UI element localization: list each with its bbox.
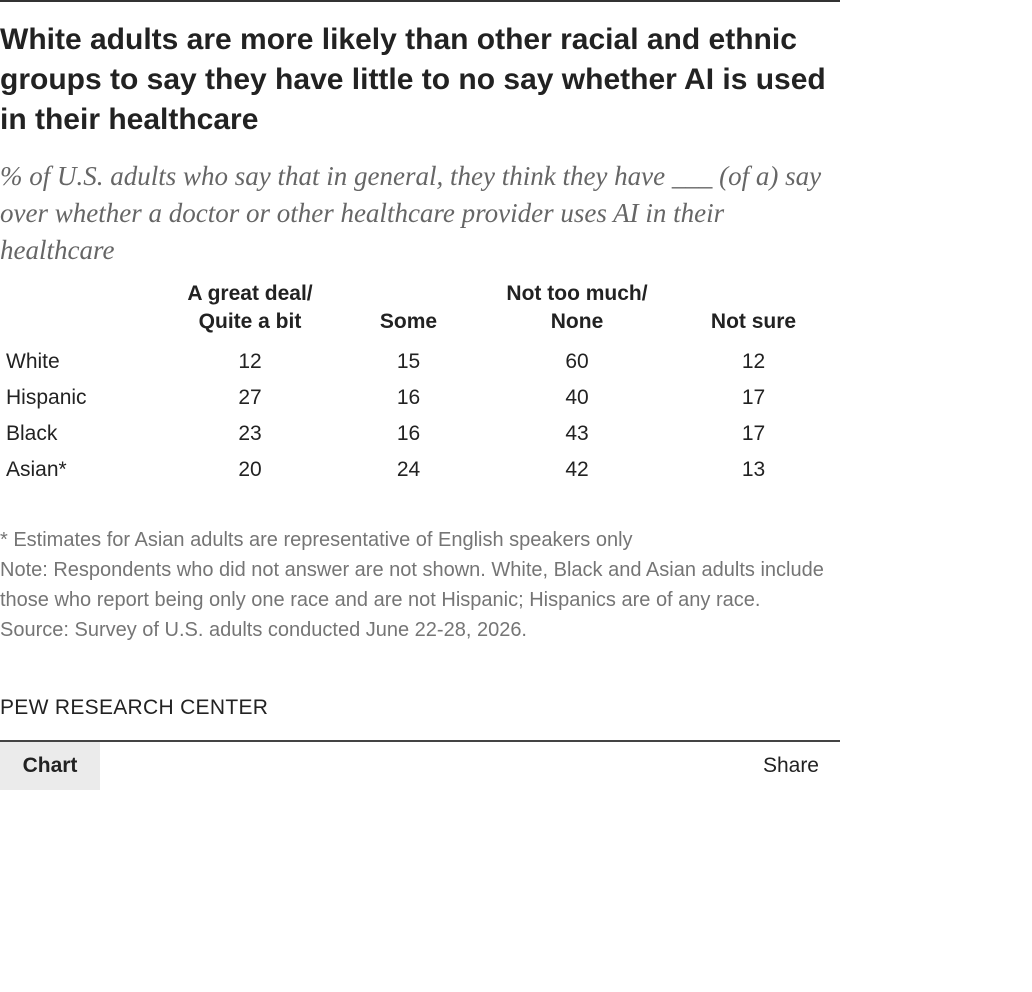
- column-header: Not sure: [667, 280, 840, 344]
- column-header-line: A great deal/: [187, 282, 313, 305]
- source-text: Source: Survey of U.S. adults conducted …: [0, 619, 527, 641]
- table-cell: 42: [565, 458, 589, 481]
- table-cell: 27: [238, 386, 262, 409]
- table-cell: 20: [238, 458, 262, 481]
- column-header-line: Not too much/: [506, 282, 648, 305]
- row-label-header: [0, 280, 170, 344]
- table-header-row: A great deal/ Quite a bit Some Not too m…: [0, 280, 840, 344]
- row-label: Black: [6, 422, 58, 445]
- table-cell: 40: [565, 386, 589, 409]
- table-cell: 16: [396, 386, 421, 409]
- share-button[interactable]: Share: [762, 754, 819, 777]
- data-table: A great deal/ Quite a bit Some Not too m…: [0, 280, 840, 488]
- table-cell: 15: [396, 350, 421, 373]
- row-label: Asian*: [6, 458, 67, 481]
- column-header-line: None: [550, 310, 604, 333]
- table-cell: 17: [741, 422, 766, 445]
- data-table-container: A great deal/ Quite a bit Some Not too m…: [0, 280, 840, 488]
- table-cell: 60: [565, 350, 589, 373]
- table-cell: 23: [238, 422, 262, 445]
- column-header-line: Some: [379, 310, 438, 333]
- table-row: Hispanic 27 16 40 17: [0, 380, 840, 416]
- chart-subtitle: % of U.S. adults who say that in general…: [0, 161, 822, 265]
- brand-logo-text: PEW RESEARCH CENTER: [0, 696, 269, 719]
- chart-notes: * Estimates for Asian adults are represe…: [0, 525, 840, 645]
- table-cell: 12: [238, 350, 262, 373]
- table-row: Black 23 16 43 17: [0, 416, 840, 452]
- table-cell: 16: [396, 422, 421, 445]
- row-label: White: [6, 350, 60, 373]
- bottom-divider: [0, 740, 840, 742]
- chart-title: White adults are more likely than other …: [0, 23, 826, 136]
- column-header-line: Quite a bit: [198, 310, 302, 333]
- table-cell: 17: [741, 386, 766, 409]
- table-row: Asian* 20 24 42 13: [0, 452, 840, 488]
- table-cell: 24: [396, 458, 421, 481]
- column-header: Not too much/ None: [487, 280, 667, 344]
- note-text: Note: Respondents who did not answer are…: [0, 559, 824, 611]
- asterisk-note: * Estimates for Asian adults are represe…: [0, 529, 633, 551]
- column-header: Some: [330, 280, 487, 344]
- top-divider: [0, 0, 840, 2]
- table-cell: 12: [741, 350, 766, 373]
- table-cell: 13: [741, 458, 766, 481]
- table-cell: 43: [565, 422, 589, 445]
- table-row: White 12 15 60 12: [0, 344, 840, 380]
- row-label: Hispanic: [6, 386, 87, 409]
- column-header: A great deal/ Quite a bit: [170, 280, 330, 344]
- column-header-line: Not sure: [710, 310, 797, 333]
- tab-chart[interactable]: Chart: [0, 742, 100, 790]
